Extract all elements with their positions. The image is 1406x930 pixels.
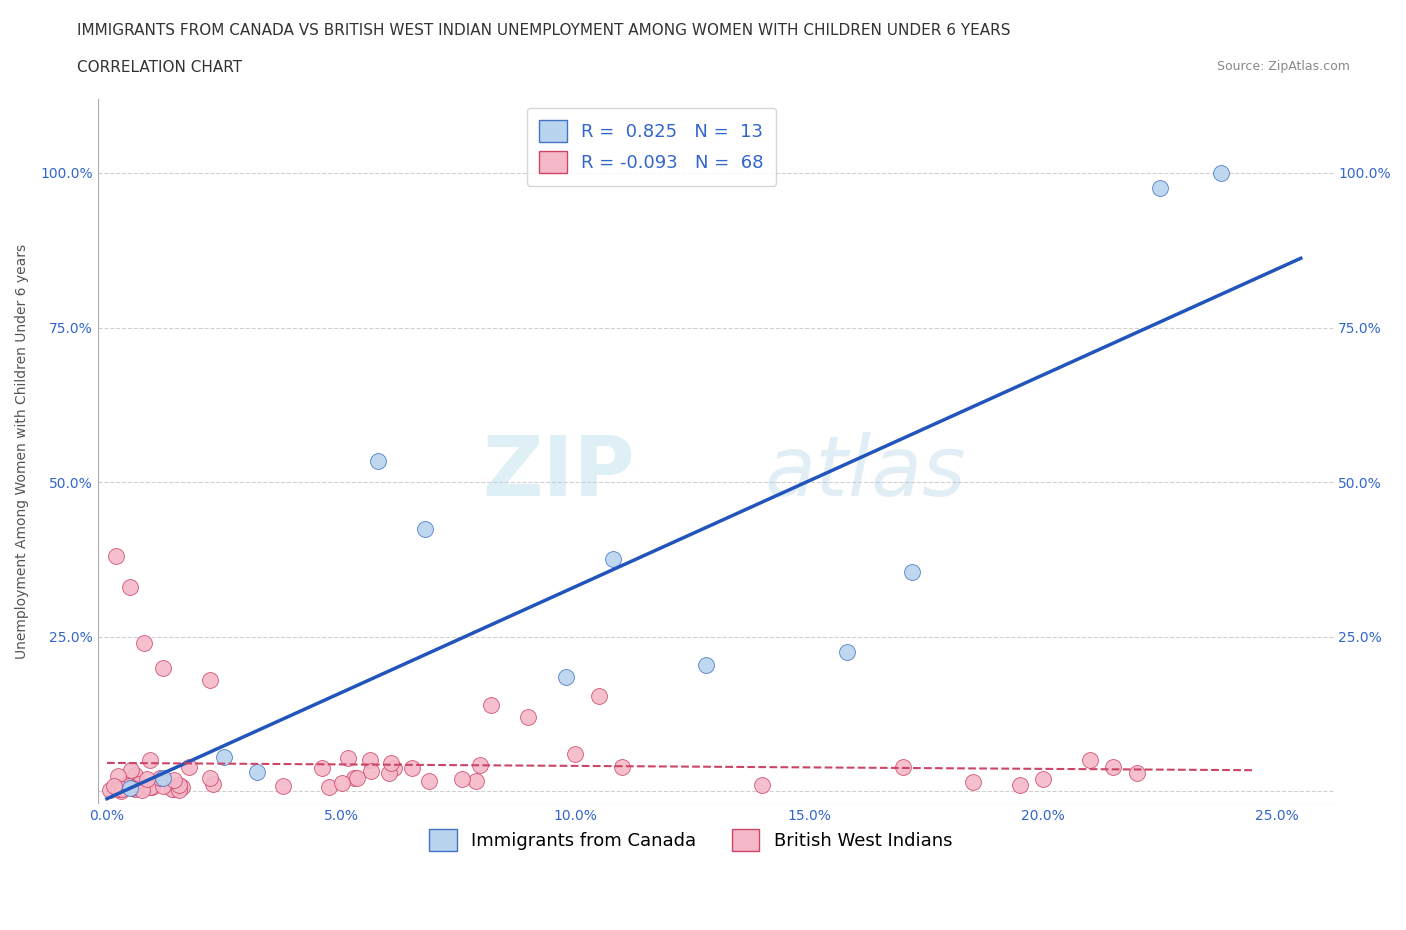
Point — [149, 771, 172, 786]
Point — [751, 777, 773, 792]
Point — [177, 760, 200, 775]
Point — [367, 453, 389, 468]
Point — [343, 771, 366, 786]
Point — [163, 781, 186, 796]
Text: ZIP: ZIP — [482, 432, 636, 512]
Point — [891, 759, 914, 774]
Point — [110, 783, 132, 798]
Point — [152, 770, 174, 785]
Point — [1211, 166, 1233, 180]
Text: Source: ZipAtlas.com: Source: ZipAtlas.com — [1216, 60, 1350, 73]
Point — [318, 780, 340, 795]
Point — [695, 658, 717, 672]
Point — [1078, 753, 1101, 768]
Point — [337, 751, 360, 765]
Point — [115, 777, 138, 791]
Point — [962, 775, 984, 790]
Point — [198, 672, 221, 687]
Point — [118, 778, 141, 793]
Text: IMMIGRANTS FROM CANADA VS BRITISH WEST INDIAN UNEMPLOYMENT AMONG WOMEN WITH CHIL: IMMIGRANTS FROM CANADA VS BRITISH WEST I… — [77, 23, 1011, 38]
Point — [212, 750, 235, 764]
Point — [120, 781, 142, 796]
Point — [100, 783, 122, 798]
Point — [198, 770, 221, 785]
Point — [103, 778, 125, 793]
Point — [1149, 181, 1171, 196]
Point — [346, 770, 368, 785]
Point — [401, 761, 423, 776]
Point — [163, 772, 186, 787]
Point — [105, 549, 128, 564]
Point — [901, 565, 924, 579]
Point — [382, 761, 405, 776]
Point — [610, 759, 633, 774]
Point — [602, 552, 624, 567]
Point — [1032, 772, 1054, 787]
Text: atlas: atlas — [765, 432, 966, 512]
Point — [1102, 759, 1125, 774]
Point — [132, 780, 155, 795]
Point — [138, 779, 160, 794]
Point — [588, 688, 610, 703]
Point — [131, 782, 153, 797]
Point — [360, 764, 382, 778]
Point — [202, 777, 225, 791]
Point — [413, 521, 436, 536]
Point — [136, 772, 159, 787]
Point — [564, 747, 586, 762]
Point — [127, 779, 149, 794]
Y-axis label: Unemployment Among Women with Children Under 6 years: Unemployment Among Women with Children U… — [15, 244, 30, 658]
Point — [554, 670, 576, 684]
Point — [120, 580, 142, 595]
Point — [124, 781, 146, 796]
Point — [380, 755, 402, 770]
Point — [172, 780, 194, 795]
Point — [167, 779, 190, 794]
Point — [479, 698, 502, 712]
Point — [110, 781, 132, 796]
Point — [138, 752, 160, 767]
Point — [246, 764, 269, 779]
Point — [464, 773, 486, 788]
Point — [107, 782, 129, 797]
Point — [167, 777, 190, 792]
Point — [121, 781, 143, 796]
Text: CORRELATION CHART: CORRELATION CHART — [77, 60, 242, 75]
Point — [124, 767, 146, 782]
Point — [311, 761, 333, 776]
Point — [120, 763, 142, 777]
Point — [359, 752, 381, 767]
Point — [1008, 777, 1031, 792]
Point — [152, 778, 174, 793]
Point — [141, 779, 163, 794]
Point — [1126, 765, 1149, 780]
Point — [378, 765, 401, 780]
Point — [128, 777, 150, 791]
Point — [271, 778, 294, 793]
Legend: Immigrants from Canada, British West Indians: Immigrants from Canada, British West Ind… — [422, 822, 959, 858]
Point — [169, 778, 191, 793]
Point — [169, 783, 191, 798]
Point — [418, 774, 440, 789]
Point — [152, 660, 174, 675]
Point — [468, 758, 491, 773]
Point — [107, 769, 129, 784]
Point — [450, 772, 472, 787]
Point — [330, 776, 353, 790]
Point — [517, 710, 540, 724]
Point — [835, 644, 858, 659]
Point — [160, 781, 183, 796]
Point — [134, 635, 156, 650]
